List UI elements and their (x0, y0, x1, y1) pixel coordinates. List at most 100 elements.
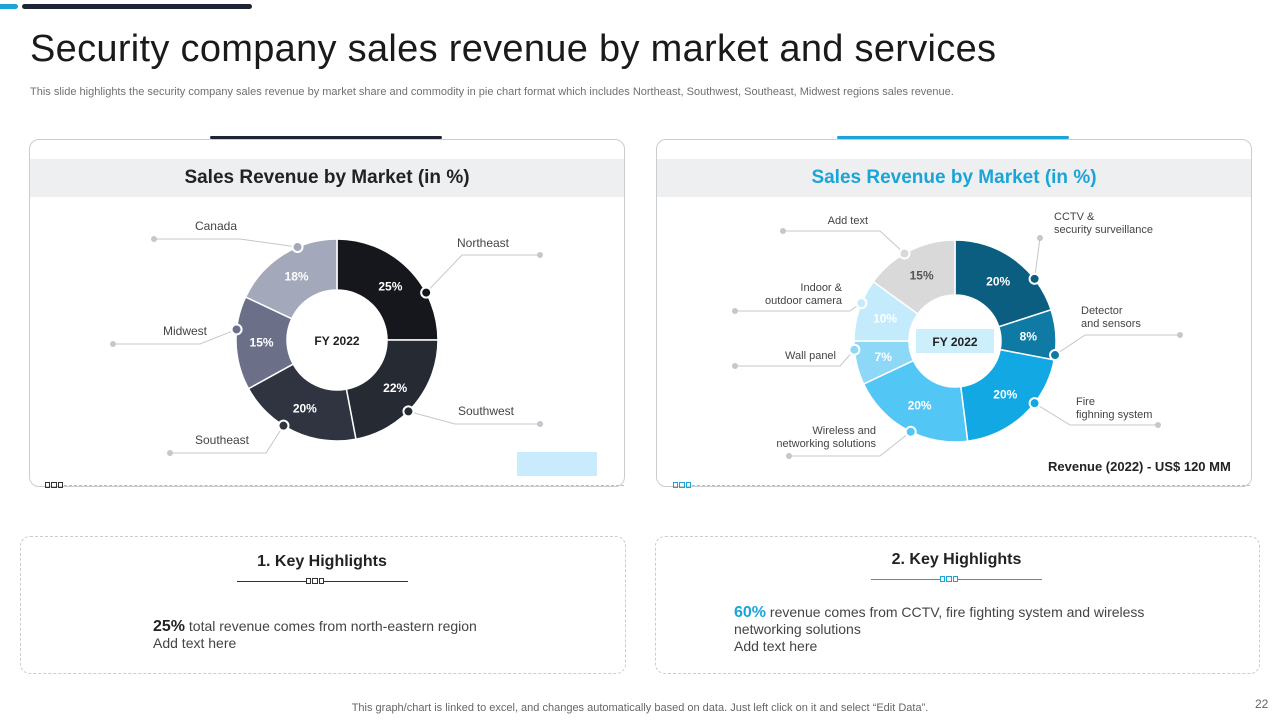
highlight-card-2 (655, 536, 1260, 674)
slice-add-text (872, 239, 956, 316)
footer-note: This graph/chart is linked to excel, and… (351, 702, 929, 714)
slice-marker-midwest (230, 323, 243, 336)
highlight-body-1: total revenue comes from north-eastern r… (185, 618, 477, 634)
leader-line-midwest (113, 328, 237, 345)
value-label-wireless-and-networking-solutions: 20% (908, 398, 932, 412)
slice-southeast (247, 363, 357, 442)
leader-end-dot-southwest (537, 421, 543, 427)
leader-end-dot-canada (151, 236, 157, 242)
card-top-line-right (837, 136, 1069, 139)
center-label: FY 2022 (932, 335, 977, 349)
category-label-indoor-outdoor-camera: Indoor & (800, 282, 842, 294)
leader-line-wireless-and-networking-solutions (789, 431, 912, 457)
chart-title-right: Sales Revenue by Market (in %) (657, 159, 1251, 197)
link-icon (45, 482, 63, 488)
slide-title: Security company sales revenue by market… (30, 28, 997, 70)
highlight-text-2: 60% revenue comes from CCTV, fire fighti… (734, 604, 1194, 655)
card-top-line-left (210, 136, 442, 139)
leader-end-dot-add-text (780, 228, 786, 234)
slice-northeast (336, 238, 439, 341)
category-label-fire-fighning-system: fighning system (1076, 409, 1152, 421)
placeholder-box (517, 452, 597, 476)
slice-marker-wireless-and-networking-solutions (904, 425, 917, 438)
divider-icon (940, 576, 958, 582)
category-label-cctv-security-surveillance: security surveillance (1054, 224, 1153, 236)
leader-line-cctv-security-surveillance (1034, 237, 1041, 279)
value-label-southwest: 22% (383, 381, 407, 395)
leader-end-dot-detector-and-sensors (1177, 332, 1183, 338)
category-label-southeast: Southeast (195, 433, 250, 447)
leader-end-dot-cctv-security-surveillance (1037, 235, 1043, 241)
highlight-text-1: 25% total revenue comes from north-easte… (153, 618, 593, 652)
slice-marker-wall-panel (848, 343, 861, 356)
category-label-canada: Canada (195, 219, 237, 233)
highlight-addtext-2: Add text here (734, 638, 818, 654)
slice-southwest (345, 339, 439, 441)
value-label-southeast: 20% (293, 401, 317, 415)
category-label-fire-fighning-system: Fire (1076, 396, 1095, 408)
category-label-cctv-security-surveillance: CCTV & (1054, 211, 1095, 223)
highlight-body-2: revenue comes from CCTV, fire fighting s… (734, 604, 1145, 637)
slice-marker-northeast (420, 286, 433, 299)
slice-marker-indoor-outdoor-camera (855, 297, 868, 310)
divider-icon (306, 578, 324, 584)
leader-end-dot-fire-fighning-system (1155, 422, 1161, 428)
center-label-box (916, 329, 994, 353)
category-label-detector-and-sensors: Detector (1081, 305, 1123, 317)
category-label-midwest: Midwest (163, 324, 208, 338)
card-dash-left (64, 485, 624, 486)
leader-line-detector-and-sensors (1054, 334, 1180, 356)
value-label-add-text: 15% (910, 269, 934, 283)
top-accent-bar (0, 4, 18, 9)
leader-line-northeast (425, 254, 540, 293)
value-label-detector-and-sensors: 8% (1020, 329, 1038, 343)
value-label-fire-fighning-system: 20% (993, 388, 1017, 402)
category-label-wall-panel: Wall panel (785, 350, 836, 362)
slice-marker-southeast (277, 419, 290, 432)
leader-end-dot-midwest (110, 341, 116, 347)
value-label-midwest: 15% (250, 335, 274, 349)
card-dash-right (692, 485, 1250, 486)
leader-line-canada (154, 238, 298, 248)
leader-line-fire-fighning-system (1034, 402, 1158, 426)
leader-line-southwest (408, 410, 540, 425)
slide-subtitle: This slide highlights the security compa… (30, 86, 954, 98)
highlight-card-1 (20, 536, 626, 674)
page-number: 22 (1255, 697, 1269, 711)
slice-marker-southwest (402, 405, 415, 418)
category-label-add-text: Add text (828, 215, 868, 227)
top-dark-bar (22, 4, 252, 9)
slice-marker-cctv-security-surveillance (1028, 272, 1041, 285)
category-label-wireless-and-networking-solutions: networking solutions (776, 438, 876, 450)
leader-end-dot-northeast (537, 252, 543, 258)
category-label-northeast: Northeast (457, 236, 510, 250)
center-label: FY 2022 (314, 334, 359, 348)
chart-card-left: Sales Revenue by Market (in %) (29, 139, 625, 487)
slice-wireless-and-networking-solutions (862, 359, 969, 443)
leader-end-dot-indoor-outdoor-camera (732, 308, 738, 314)
slice-canada (244, 238, 338, 320)
value-label-wall-panel: 7% (875, 350, 893, 364)
category-label-wireless-and-networking-solutions: Wireless and (812, 425, 876, 437)
highlight-addtext-1: Add text here (153, 635, 237, 651)
highlight-value-2: 60% (734, 604, 767, 621)
leader-end-dot-wall-panel (732, 363, 738, 369)
value-label-indoor-outdoor-camera: 10% (873, 311, 897, 325)
revenue-annotation: Revenue (2022) - US$ 120 MM (1048, 459, 1231, 474)
value-label-canada: 18% (285, 269, 309, 283)
slice-fire-fighning-system (959, 348, 1056, 443)
highlight-value-1: 25% (153, 618, 186, 635)
highlight-title-2: 2. Key Highlights (891, 551, 1022, 568)
category-label-indoor-outdoor-camera: outdoor camera (765, 295, 843, 307)
category-label-southwest: Southwest (458, 404, 515, 418)
chart-title-left: Sales Revenue by Market (in %) (30, 159, 624, 197)
leader-end-dot-southeast (167, 450, 173, 456)
link-icon (673, 482, 691, 488)
leader-line-add-text (783, 230, 905, 254)
slice-marker-detector-and-sensors (1049, 349, 1062, 362)
value-label-northeast: 25% (378, 280, 402, 294)
slice-marker-canada (291, 241, 304, 254)
leader-end-dot-wireless-and-networking-solutions (786, 453, 792, 459)
